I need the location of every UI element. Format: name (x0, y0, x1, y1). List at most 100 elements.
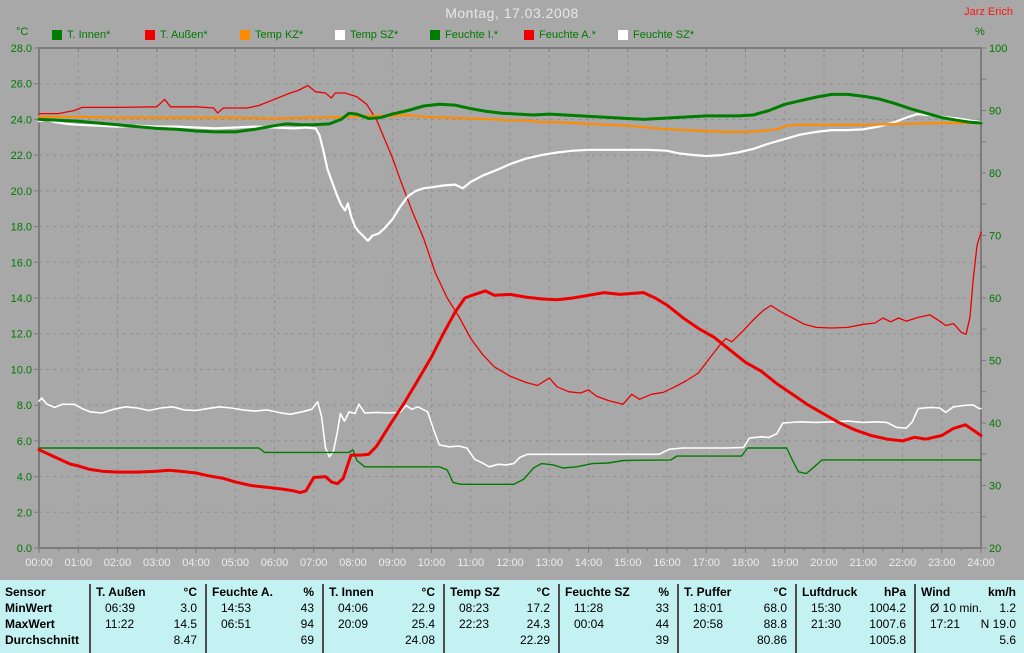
avg-value: 22.29 (519, 633, 550, 647)
series-temp-kz (37, 113, 983, 133)
stats-row-labels: Sensor MinWert MaxWert Durchschnitt (0, 584, 89, 653)
legend-swatch (524, 30, 534, 40)
min-value: 1004.2 (869, 601, 906, 615)
y-right-tick-label: 40 (989, 418, 1001, 430)
avg-value: 80.86 (756, 633, 787, 647)
stats-row-label: Sensor (0, 584, 89, 600)
y-left-tick-label: 16.0 (11, 257, 32, 269)
x-tick-label: 02:00 (104, 557, 132, 569)
left-axis-unit-label: °C (16, 26, 29, 38)
stats-col-wind: Wind km/h Ø 10 min. 1.2 17:21 N 19.0 5.6 (914, 584, 1024, 653)
stats-min-row: 18:01 68.0 (679, 600, 795, 616)
legend-item-t-innen[interactable]: T. Innen* (52, 29, 110, 41)
y-right-tick-label: 30 (989, 481, 1001, 493)
row-label-text: MinWert (5, 601, 53, 615)
chart-canvas: 00:00 01:00 02:00 03:00 04:00 05:00 06:00 07:00… (11, 43, 1008, 569)
sensor-unit: °C (421, 585, 435, 599)
x-tick-label: 13:00 (535, 557, 563, 569)
stats-header-row: T. Innen °C (324, 584, 443, 600)
avg-spacer (684, 632, 693, 648)
x-tick-label: 12:00 (496, 557, 524, 569)
stats-header-row: Wind km/h (916, 584, 1024, 600)
x-tick-label: 15:00 (614, 557, 642, 569)
sensor-unit: km/h (987, 585, 1016, 599)
avg-spacer (802, 632, 811, 648)
y-left-tick-label: 18.0 (11, 222, 32, 234)
stats-row-label: Durchschnitt (0, 632, 89, 648)
sensor-name: Feuchte A. (212, 585, 273, 599)
x-tick-label: 03:00 (143, 557, 171, 569)
min-value: 1.2 (999, 601, 1016, 615)
series-temp-sz (37, 112, 983, 242)
min-value: 43 (300, 601, 314, 615)
y-left-tick-label: 24.0 (11, 114, 32, 126)
min-time: 18:01 (693, 601, 724, 615)
sensor-name: Wind (921, 585, 951, 599)
legend-label: Feuchte SZ* (633, 29, 695, 41)
legend-swatch (430, 30, 440, 40)
max-time: 11:22 (105, 617, 135, 631)
avg-value: 5.6 (999, 633, 1016, 647)
stats-row-label: MaxWert (0, 616, 89, 632)
avg-value: 69 (300, 633, 314, 647)
stats-min-row: 15:30 1004.2 (797, 600, 914, 616)
max-time: 20:09 (338, 617, 369, 631)
x-tick-label: 01:00 (64, 557, 92, 569)
max-time: 21:30 (811, 617, 842, 631)
stats-avg-row: 5.6 (916, 632, 1024, 648)
min-time: 04:06 (338, 601, 369, 615)
legend-swatch (145, 30, 155, 40)
legend-item-feuchte-sz[interactable]: Feuchte SZ* (618, 29, 694, 41)
legend-label: T. Innen* (67, 29, 111, 41)
legend-item-feuchte-i[interactable]: Feuchte I.* (430, 29, 498, 41)
min-time: Ø 10 min. (930, 601, 983, 615)
legend-item-temp-sz[interactable]: Temp SZ* (335, 29, 398, 41)
stats-max-row: 17:21 N 19.0 (916, 616, 1024, 632)
stats-avg-row: 39 (560, 632, 677, 648)
x-tick-label: 23:00 (928, 557, 956, 569)
sensor-name: Luftdruck (802, 585, 858, 599)
legend-item-temp-kz[interactable]: Temp KZ* (240, 29, 303, 41)
stats-col-t-au-en: T. Außen °C 06:39 3.0 11:22 14.5 8.47 (89, 584, 205, 653)
legend-swatch (240, 30, 250, 40)
y-left-tick-label: 10.0 (11, 364, 32, 376)
author-label: Jarz Erich (964, 6, 1013, 18)
min-time: 14:53 (221, 601, 252, 615)
y-left-tick-label: 14.0 (11, 293, 32, 305)
stats-min-row: 08:23 17.2 (445, 600, 558, 616)
max-time: 20:58 (693, 617, 724, 631)
x-tick-label: 07:00 (300, 557, 328, 569)
y-right-tick-label: 100 (989, 43, 1007, 55)
series-t-aussen (37, 289, 983, 495)
sensor-unit: hPa (883, 585, 906, 599)
x-tick-label: 06:00 (261, 557, 289, 569)
stats-table: Sensor MinWert MaxWert Durchschnitt T. Außen… (0, 580, 1024, 653)
stats-max-row: 20:58 88.8 (679, 616, 795, 632)
x-tick-label: 21:00 (849, 557, 877, 569)
stats-max-row: 21:30 1007.6 (797, 616, 914, 632)
y-left-tick-label: 22.0 (11, 150, 32, 162)
sensor-unit: °C (536, 585, 550, 599)
avg-value: 39 (655, 633, 669, 647)
max-value: 1007.6 (869, 617, 906, 631)
legend-item-t-au-en[interactable]: T. Außen* (145, 29, 208, 41)
stats-col-t-innen: T. Innen °C 04:06 22.9 20:09 25.4 24.08 (322, 584, 443, 653)
y-left-tick-label: 12.0 (11, 329, 32, 341)
avg-value: 24.08 (404, 633, 435, 647)
legend-label: Temp SZ* (350, 29, 399, 41)
stats-header-row: Feuchte A.% (207, 584, 322, 600)
stats-avg-row: 24.08 (324, 632, 443, 648)
stats-col-feuchte-sz: Feuchte SZ% 11:28 33 00:04 44 39 (558, 584, 677, 653)
avg-value: 1005.8 (869, 633, 906, 647)
plot-border (38, 47, 982, 549)
max-value: 94 (300, 617, 314, 631)
stats-header-row: T. Außen °C (91, 584, 205, 600)
stats-header-row: Temp SZ °C (445, 584, 558, 600)
x-tick-label: 18:00 (732, 557, 760, 569)
stats-avg-row: 69 (207, 632, 322, 648)
sensor-unit: % (303, 585, 314, 599)
max-value: 14.5 (173, 617, 197, 631)
legend-swatch (618, 30, 628, 40)
legend-item-feuchte-a[interactable]: Feuchte A.* (524, 29, 596, 41)
